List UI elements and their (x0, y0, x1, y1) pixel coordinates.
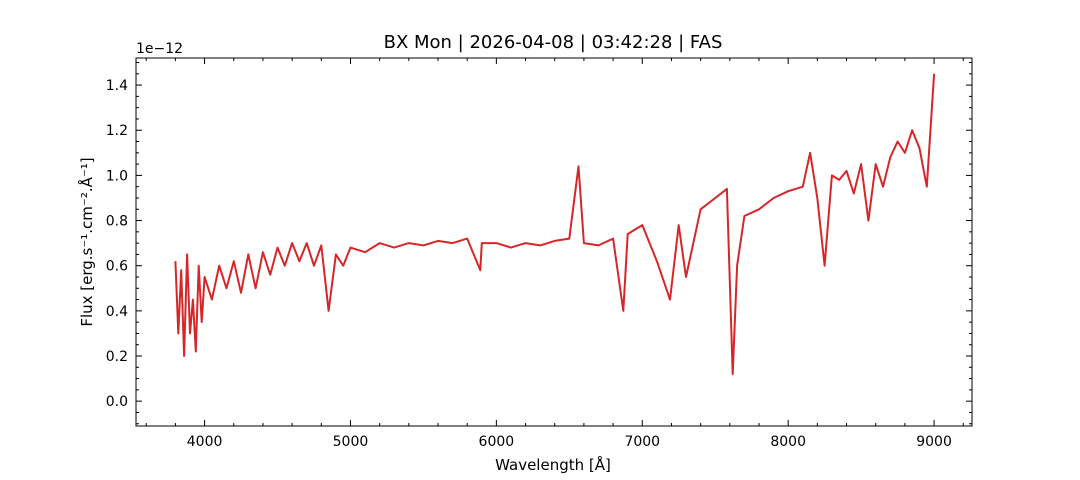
x-tick-label: 8000 (770, 434, 806, 450)
y-tick-label: 0.8 (106, 214, 128, 230)
chart-title: BX Mon | 2026-04-08 | 03:42:28 | FAS (384, 32, 723, 53)
x-axis-title: Wavelength [Å] (495, 455, 611, 474)
plot-area (174, 73, 936, 376)
y-tick-label: 0.2 (106, 349, 128, 365)
plot-frame (135, 57, 973, 427)
y-offset-label: 1e−12 (136, 41, 183, 57)
y-tick-label: 1.2 (106, 123, 128, 139)
x-axis: 4000 5000 6000 7000 8000 9000 (145, 58, 964, 450)
x-tick-label: 4000 (187, 434, 223, 450)
y-tick-label: 0.0 (106, 394, 128, 410)
y-tick-label: 0.4 (106, 304, 128, 320)
x-tick-label: 5000 (333, 434, 369, 450)
x-tick-label: 7000 (624, 434, 660, 450)
x-tick-label: 9000 (916, 434, 952, 450)
y-tick-label: 1.4 (106, 78, 128, 94)
x-tick-label: 6000 (479, 434, 515, 450)
y-axis: 0.0 0.2 0.4 0.6 0.8 1.0 1.2 1.4 (106, 62, 972, 425)
y-tick-label: 1.0 (106, 168, 128, 184)
y-axis-title: Flux [erg.s⁻¹.cm⁻².Å⁻¹] (77, 157, 96, 326)
y-tick-label: 0.6 (106, 259, 128, 275)
spectrum-line (174, 73, 936, 376)
